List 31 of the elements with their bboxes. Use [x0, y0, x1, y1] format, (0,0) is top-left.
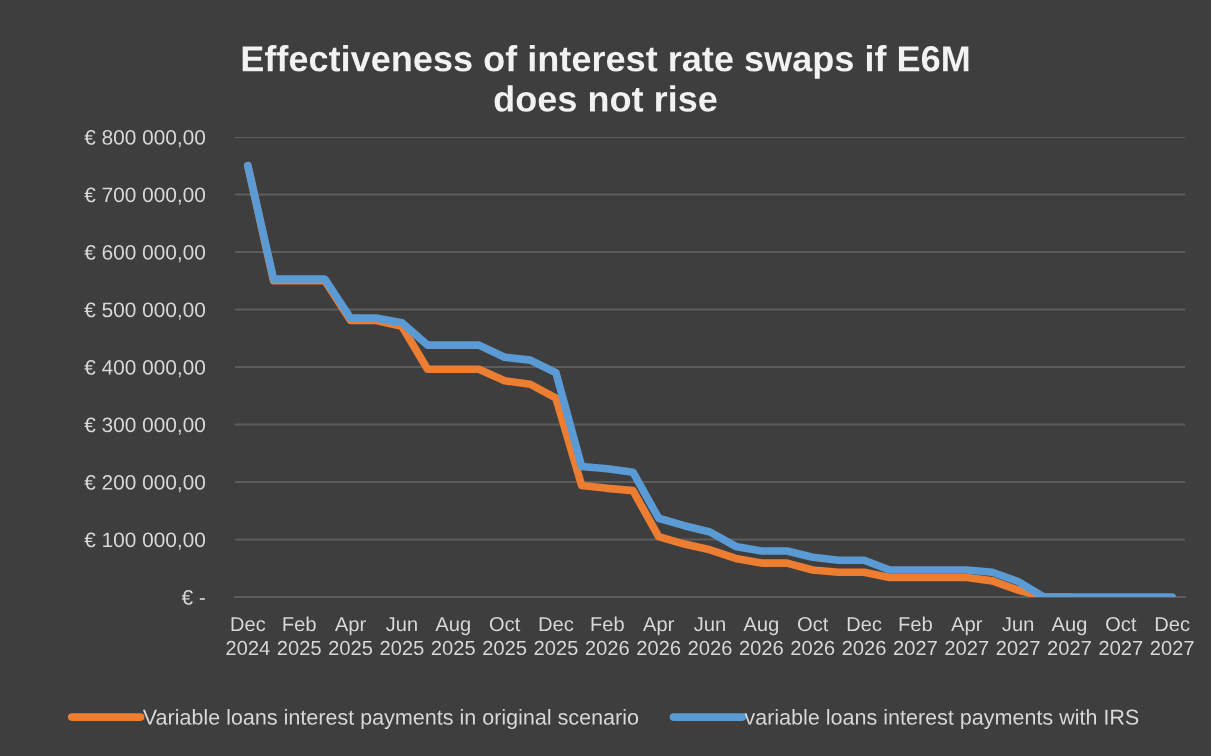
- x-tick-label: Dec 2027: [1150, 617, 1194, 656]
- x-tick-label: Dec 2024: [226, 617, 270, 656]
- x-tick-label: Jun 2027: [996, 617, 1040, 656]
- y-tick-label: € 800 000,00: [84, 130, 206, 148]
- x-tick-label: Feb 2025: [277, 616, 321, 656]
- x-tick-label: Aug 2027: [1048, 617, 1091, 656]
- x-tick-label: Jun 2026: [688, 617, 732, 656]
- y-tick-label: € 500 000,00: [84, 302, 206, 320]
- y-tick-label: € 600 000,00: [84, 245, 206, 263]
- x-tick-label: Jun 2025: [380, 617, 424, 656]
- y-tick-label: € 100 000,00: [84, 532, 206, 550]
- y-tick-label: € -: [181, 590, 205, 605]
- legend-label: variable loans interest payments with IRS: [744, 709, 1139, 730]
- x-tick-label: Oct 2026: [791, 616, 835, 656]
- x-tick-label: Dec 2025: [534, 617, 578, 656]
- x-tick-label: Aug 2025: [431, 617, 475, 656]
- x-tick-label: Dec 2026: [842, 617, 886, 656]
- y-tick-label: € 700 000,00: [84, 187, 206, 205]
- y-tick-label: € 200 000,00: [84, 475, 206, 493]
- chart-title: Effectiveness of interest rate swaps if E6M does not rise: [242, 45, 969, 112]
- x-tick-label: Apr 2025: [329, 617, 373, 656]
- legend-label: Variable loans interest payments in original scenario: [142, 709, 639, 730]
- x-tick-label: Apr 2026: [637, 617, 681, 656]
- x-tick-label: Feb 2026: [585, 616, 629, 656]
- x-tick-label: Feb 2027: [894, 616, 937, 656]
- x-tick-label: Oct 2027: [1099, 616, 1143, 656]
- x-tick-label: Oct 2025: [483, 616, 527, 656]
- y-tick-label: € 300 000,00: [84, 417, 206, 435]
- x-tick-label: Aug 2026: [739, 617, 783, 656]
- x-tick-label: Apr 2027: [945, 617, 989, 656]
- y-tick-label: € 400 000,00: [84, 360, 206, 378]
